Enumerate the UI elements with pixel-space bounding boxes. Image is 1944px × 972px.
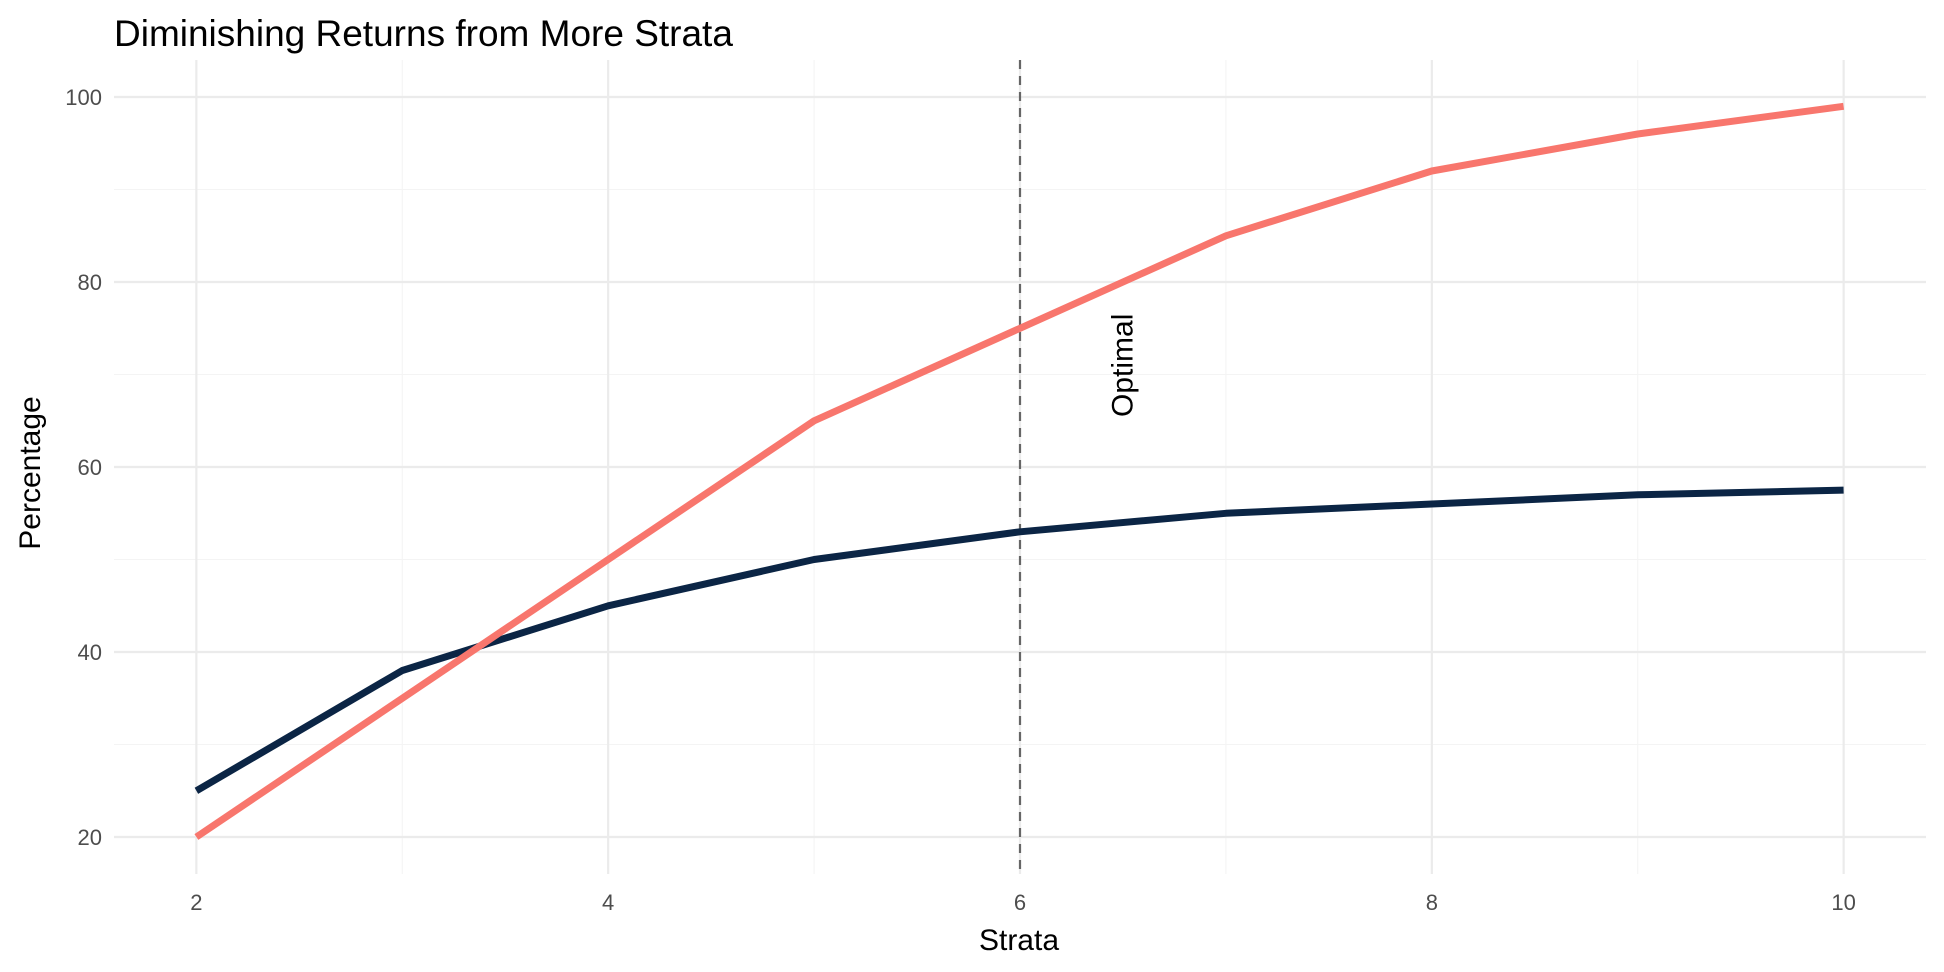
x-tick-label-2: 6 — [1014, 890, 1026, 915]
y-tick-labels: 20 40 60 80 100 — [65, 85, 102, 850]
y-tick-label-4: 100 — [65, 85, 102, 110]
series-line-1 — [194, 102, 1845, 840]
x-tick-label-1: 4 — [602, 890, 614, 915]
x-tick-labels: 2 4 6 8 10 — [190, 890, 1856, 915]
annotations: Optimal — [1107, 314, 1140, 417]
annotation-label-0: Optimal — [1107, 314, 1140, 417]
x-tick-label-0: 2 — [190, 890, 202, 915]
chart-title: Diminishing Returns from More Strata — [114, 13, 733, 54]
y-tick-label-2: 60 — [78, 455, 102, 480]
y-tick-label-3: 80 — [78, 270, 102, 295]
series-layer — [194, 102, 1845, 840]
x-tick-label-3: 8 — [1426, 890, 1438, 915]
y-axis-title: Percentage — [14, 396, 47, 549]
x-axis-title: Strata — [979, 924, 1059, 957]
y-tick-label-1: 40 — [78, 640, 102, 665]
x-tick-label-4: 10 — [1831, 890, 1855, 915]
y-tick-label-0: 20 — [78, 825, 102, 850]
